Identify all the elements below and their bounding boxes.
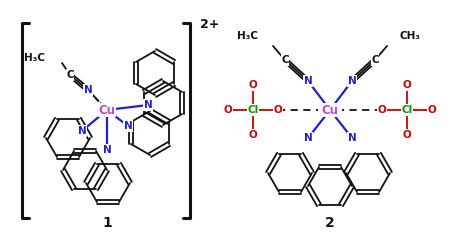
Text: CH₃: CH₃ <box>400 31 420 41</box>
Text: 2: 2 <box>325 216 335 230</box>
Text: Cl: Cl <box>247 105 259 115</box>
Text: O: O <box>224 105 232 115</box>
Text: Cl: Cl <box>401 105 413 115</box>
Text: N: N <box>83 85 92 95</box>
Text: Cu: Cu <box>321 104 338 116</box>
Text: O: O <box>402 130 411 140</box>
Text: H₃C: H₃C <box>237 31 258 41</box>
Text: N: N <box>78 126 86 136</box>
Text: N: N <box>347 76 356 86</box>
Text: H₃C: H₃C <box>25 53 46 63</box>
Text: N: N <box>103 145 111 155</box>
Text: N: N <box>304 133 312 143</box>
Text: N: N <box>304 76 312 86</box>
Text: O: O <box>249 130 257 140</box>
Text: N: N <box>144 100 152 110</box>
Text: O: O <box>378 105 386 115</box>
Text: O: O <box>428 105 437 115</box>
Text: O: O <box>402 80 411 90</box>
Text: O: O <box>249 80 257 90</box>
Text: C: C <box>66 70 74 80</box>
Text: 1: 1 <box>102 216 112 230</box>
Text: N: N <box>347 133 356 143</box>
Text: C: C <box>281 55 289 65</box>
Text: Cu: Cu <box>99 104 116 116</box>
Text: O: O <box>273 105 283 115</box>
Text: C: C <box>371 55 379 65</box>
Text: N: N <box>124 121 132 131</box>
Text: 2+: 2+ <box>200 18 219 31</box>
